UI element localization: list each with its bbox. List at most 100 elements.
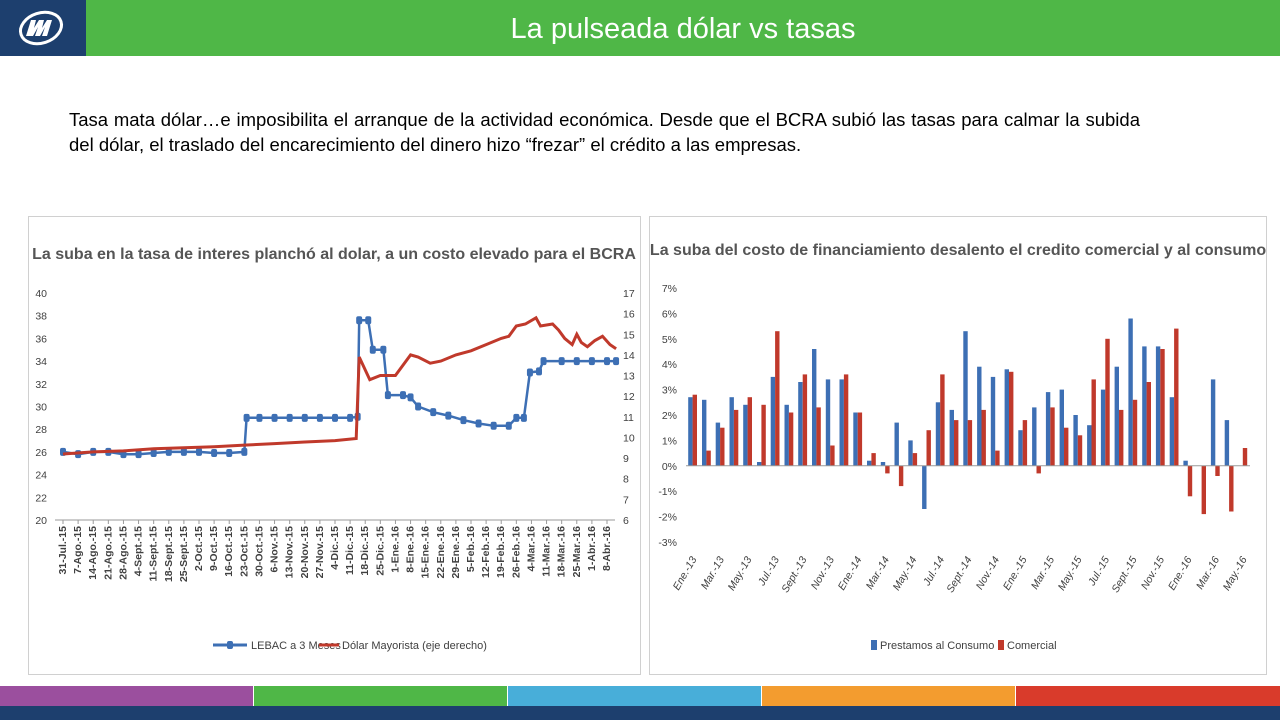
data-point-marker <box>165 447 172 456</box>
bar-consumo <box>1224 420 1230 466</box>
y-right-tick-label: 11 <box>623 412 634 424</box>
bar-consumo <box>1004 369 1009 466</box>
y-left-tick-label: 32 <box>35 379 47 391</box>
bar-consumo <box>798 382 803 466</box>
bar-comercial <box>1119 409 1124 466</box>
bar-consumo <box>1169 397 1175 466</box>
x-tick-label: 18-Sept.-15 <box>163 526 175 582</box>
bar-consumo <box>825 379 831 466</box>
x-tick-label: 21-Ago.-15 <box>102 526 114 580</box>
y-tick-label: 5% <box>662 334 677 346</box>
footer-bar <box>0 706 1280 720</box>
y-right-tick-label: 6 <box>623 515 629 527</box>
bar-consumo <box>977 366 982 466</box>
x-tick-label: 11-Dic.-15 <box>344 526 356 575</box>
data-point-marker <box>526 368 533 377</box>
y-left-tick-label: 34 <box>35 356 47 368</box>
x-tick-label: Sept.-13 <box>779 554 809 595</box>
bar-comercial <box>1132 399 1138 466</box>
y-tick-label: 0% <box>662 461 677 473</box>
data-point-marker <box>243 413 250 422</box>
bar-comercial <box>761 404 766 466</box>
bar-consumo <box>715 422 721 466</box>
data-point-marker <box>460 416 467 425</box>
data-point-marker <box>135 450 142 459</box>
data-point-marker <box>150 449 157 458</box>
bar-comercial <box>1105 338 1110 466</box>
x-tick-label: 30-Oct.-15 <box>253 526 265 577</box>
y-tick-label: 3% <box>662 385 677 397</box>
data-point-marker <box>380 345 387 354</box>
bar-comercial <box>967 420 973 466</box>
bar-comercial <box>802 374 808 466</box>
chart-panel-credit: La suba del costo de financiamiento desa… <box>649 216 1267 675</box>
footer-segment-blue <box>508 686 761 706</box>
x-tick-label: 22-Ene.-16 <box>435 526 447 579</box>
x-tick-label: 6-Nov.-15 <box>269 526 281 573</box>
x-tick-label: May.-14 <box>891 554 920 592</box>
x-tick-label: May.-13 <box>726 554 755 592</box>
legend-marker-lebac <box>227 641 233 649</box>
data-point-marker <box>384 391 391 400</box>
bar-consumo <box>1128 318 1133 466</box>
x-tick-label: 28-Ago.-15 <box>117 526 129 580</box>
bar-consumo <box>922 465 927 509</box>
data-point-marker <box>196 447 202 456</box>
y-tick-label: -2% <box>658 512 677 524</box>
y-tick-label: 2% <box>662 410 677 422</box>
x-tick-label: 25-Mar.-16 <box>571 526 583 578</box>
data-point-marker <box>520 413 527 422</box>
bar-comercial <box>816 407 821 466</box>
x-tick-label: Sept.-14 <box>944 554 974 595</box>
x-tick-label: 25-Dic.-15 <box>374 526 386 576</box>
bar-consumo <box>853 412 858 466</box>
bar-consumo <box>757 462 762 466</box>
data-point-marker <box>347 413 354 422</box>
bar-consumo <box>894 422 899 466</box>
bar-consumo <box>935 402 941 466</box>
y-left-tick-label: 38 <box>35 311 47 323</box>
data-point-marker <box>316 413 323 422</box>
y-left-tick-label: 36 <box>35 333 47 345</box>
x-tick-label: 14-Ago.-15 <box>87 526 99 580</box>
bar-comercial <box>843 374 849 466</box>
x-tick-label: Mar.-15 <box>1029 554 1057 591</box>
bar-comercial <box>1215 465 1220 476</box>
x-tick-label: 27-Nov.-15 <box>314 526 326 578</box>
y-tick-label: -3% <box>658 537 677 549</box>
x-tick-label: Ene.-14 <box>836 554 865 592</box>
bar-comercial <box>747 397 752 466</box>
bar-consumo <box>1059 389 1064 466</box>
x-tick-label: 19-Feb.-16 <box>495 526 507 578</box>
bar-consumo <box>949 409 954 466</box>
bar-comercial <box>898 465 904 487</box>
bar-comercial <box>857 412 863 466</box>
data-point-marker <box>301 413 308 422</box>
y-right-tick-label: 10 <box>623 432 635 444</box>
bar-comercial <box>775 331 780 466</box>
x-tick-label: 15-Ene.-16 <box>420 526 432 579</box>
x-tick-label: 13-Nov.-15 <box>284 526 296 578</box>
x-tick-label: Mar.-14 <box>864 554 892 591</box>
intro-paragraph: Tasa mata dólar…e imposibilita el arranq… <box>69 109 1140 155</box>
x-tick-label: 23-Oct.-15 <box>238 526 250 577</box>
data-point-marker <box>573 357 580 366</box>
x-tick-label: Jul.-15 <box>1086 554 1113 588</box>
bar-comercial <box>1091 379 1096 466</box>
x-tick-label: 8-Abr.-16 <box>601 526 613 571</box>
data-point-marker <box>211 449 218 458</box>
x-tick-label: 16-Oct.-15 <box>223 526 235 577</box>
bar-comercial <box>885 465 890 474</box>
y-left-tick-label: 26 <box>35 447 47 459</box>
data-point-marker <box>588 357 595 366</box>
footer-segment-orange <box>762 686 1015 706</box>
x-tick-label: Jul.-14 <box>920 554 947 588</box>
x-tick-label: Jul.-13 <box>755 554 782 588</box>
x-tick-label: Ene.-16 <box>1166 554 1195 592</box>
data-point-marker <box>490 421 497 430</box>
x-tick-label: 18-Mar.-16 <box>556 526 568 578</box>
data-point-marker <box>365 316 372 325</box>
bar-comercial <box>706 450 711 466</box>
x-tick-label: 29-Ene.-16 <box>450 526 462 579</box>
bar-comercial <box>1229 465 1234 512</box>
